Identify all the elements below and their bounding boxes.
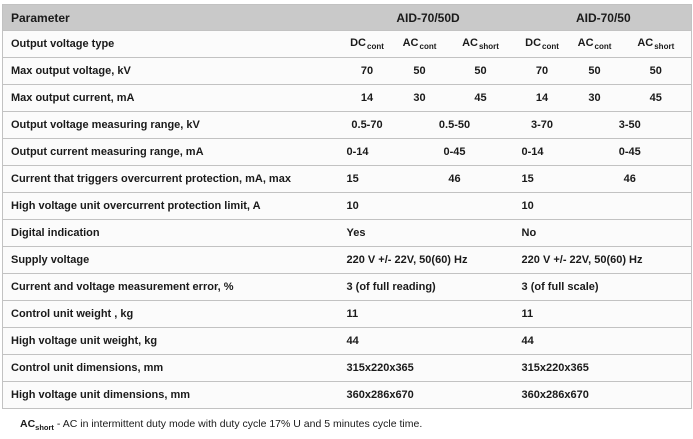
mode-label-cell: ACcont xyxy=(568,30,621,58)
value-cell: 10 xyxy=(515,192,692,220)
table-header-row: Parameter AID-70/50D AID-70/50 xyxy=(2,4,692,31)
value-cell: 315x220x365 xyxy=(340,354,516,382)
table-row: Current and voltage measurement error, %… xyxy=(2,273,692,301)
value-cell: 3 (of full reading) xyxy=(340,273,516,301)
value-cell: 360x286x670 xyxy=(340,381,516,409)
value-cell: 30 xyxy=(568,84,621,112)
table-row: Control unit weight , kg 11 11 xyxy=(2,300,692,328)
value-cell: 10 xyxy=(340,192,516,220)
table-row: High voltage unit overcurrent protection… xyxy=(2,192,692,220)
value-cell: 0-14 xyxy=(340,138,394,166)
param-cell: Control unit dimensions, mm xyxy=(2,354,341,382)
value-cell: 3 (of full scale) xyxy=(515,273,692,301)
value-cell: 0.5-70 xyxy=(340,111,394,139)
table-row: Max output voltage, kV 70 50 50 70 50 50 xyxy=(2,57,692,85)
value-cell: 15 xyxy=(340,165,394,193)
table-row: Control unit dimensions, mm 315x220x365 31… xyxy=(2,354,692,382)
value-cell: 0-45 xyxy=(568,138,692,166)
footnote: ACshort - AC in intermittent duty mode wi… xyxy=(2,418,691,432)
value-cell: 70 xyxy=(515,57,569,85)
value-cell: 46 xyxy=(568,165,692,193)
table-row: Output current measuring range, mA 0-14 0-… xyxy=(2,138,692,166)
value-cell: 3-70 xyxy=(515,111,569,139)
value-cell: 315x220x365 xyxy=(515,354,692,382)
table-row: High voltage unit weight, kg 44 44 xyxy=(2,327,692,355)
value-cell: 11 xyxy=(515,300,692,328)
param-cell: Max output voltage, kV xyxy=(2,57,341,85)
device1-header: AID-70/50D xyxy=(340,4,516,31)
table-row: Output voltage type DCcont ACcont ACshort DC… xyxy=(2,30,692,58)
value-cell: 45 xyxy=(445,84,516,112)
param-cell: High voltage unit dimensions, mm xyxy=(2,381,341,409)
table-row: High voltage unit dimensions, mm 360x286x… xyxy=(2,381,692,409)
value-cell: 0.5-50 xyxy=(393,111,516,139)
param-cell: Output current measuring range, mA xyxy=(2,138,341,166)
mode-label-cell: ACcont xyxy=(393,30,446,58)
param-cell: High voltage unit overcurrent protection… xyxy=(2,192,341,220)
table-row: Current that triggers overcurrent protec… xyxy=(2,165,692,193)
param-cell: High voltage unit weight, kg xyxy=(2,327,341,355)
table-row: Digital indication Yes No xyxy=(2,219,692,247)
param-cell: Max output current, mA xyxy=(2,84,341,112)
value-cell: 50 xyxy=(445,57,516,85)
table-body: Output voltage type DCcont ACcont ACshort DC… xyxy=(2,30,692,409)
param-cell: Output voltage measuring range, kV xyxy=(2,111,341,139)
param-cell: Output voltage type xyxy=(2,30,341,58)
value-cell: 30 xyxy=(393,84,446,112)
footnote-text: - AC in intermittent duty mode with duty… xyxy=(56,418,423,430)
footnote-term: ACshort xyxy=(20,418,54,433)
table-row: Output voltage measuring range, kV 0.5-70… xyxy=(2,111,692,139)
spec-table: Parameter AID-70/50D AID-70/50 Output vo… xyxy=(2,4,693,409)
value-cell: 44 xyxy=(340,327,516,355)
footnote-term-sub: short xyxy=(35,423,54,433)
value-cell: 50 xyxy=(393,57,446,85)
param-cell: Supply voltage xyxy=(2,246,341,274)
value-cell: 50 xyxy=(620,57,692,85)
value-cell: 15 xyxy=(515,165,569,193)
mode-label-cell: DCcont xyxy=(340,30,394,58)
param-cell: Current and voltage measurement error, % xyxy=(2,273,341,301)
value-cell: 46 xyxy=(393,165,516,193)
value-cell: 220 V +/- 22V, 50(60) Hz xyxy=(340,246,516,274)
value-cell: 220 V +/- 22V, 50(60) Hz xyxy=(515,246,692,274)
mode-label-cell: DCcont xyxy=(515,30,569,58)
mode-label-cell: ACshort xyxy=(445,30,516,58)
value-cell: 360x286x670 xyxy=(515,381,692,409)
param-cell: Control unit weight , kg xyxy=(2,300,341,328)
device2-header: AID-70/50 xyxy=(515,4,692,31)
param-column-header: Parameter xyxy=(2,4,341,31)
value-cell: 14 xyxy=(340,84,394,112)
value-cell: 11 xyxy=(340,300,516,328)
value-cell: 14 xyxy=(515,84,569,112)
value-cell: 70 xyxy=(340,57,394,85)
param-cell: Digital indication xyxy=(2,219,341,247)
value-cell: 45 xyxy=(620,84,692,112)
value-cell: 50 xyxy=(568,57,621,85)
param-cell: Current that triggers overcurrent protec… xyxy=(2,165,341,193)
value-cell: No xyxy=(515,219,692,247)
footnote-term-base: AC xyxy=(20,418,36,430)
table-row: Max output current, mA 14 30 45 14 30 45 xyxy=(2,84,692,112)
value-cell: 0-45 xyxy=(393,138,516,166)
value-cell: 0-14 xyxy=(515,138,569,166)
value-cell: 44 xyxy=(515,327,692,355)
mode-label-cell: ACshort xyxy=(620,30,692,58)
table-row: Supply voltage 220 V +/- 22V, 50(60) Hz 22… xyxy=(2,246,692,274)
value-cell: 3-50 xyxy=(568,111,692,139)
value-cell: Yes xyxy=(340,219,516,247)
